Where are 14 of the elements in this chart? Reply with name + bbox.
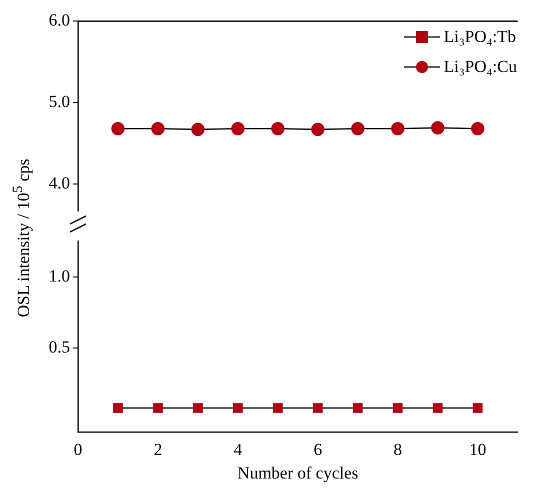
x-tick-label: 6: [314, 440, 322, 459]
y-tick-label: 4.0: [48, 173, 70, 192]
x-tick-label: 4: [234, 440, 243, 459]
x-tick-label: 2: [154, 440, 162, 459]
x-tick-label: 0: [74, 440, 82, 459]
x-tick-label: 10: [469, 440, 486, 459]
y-tick-label: 1.0: [48, 266, 70, 286]
x-axis-title: Number of cycles: [237, 463, 358, 482]
y-tick-label: 6.0: [48, 10, 70, 30]
legend-label: Li₃PO₄:Cu: [444, 56, 517, 78]
x-tick-label: 8: [394, 440, 402, 459]
legend-label: Li₃PO₄:Tb: [444, 26, 516, 48]
y-tick-label: 5.0: [48, 92, 70, 112]
y-tick-label: 0.5: [48, 338, 70, 357]
